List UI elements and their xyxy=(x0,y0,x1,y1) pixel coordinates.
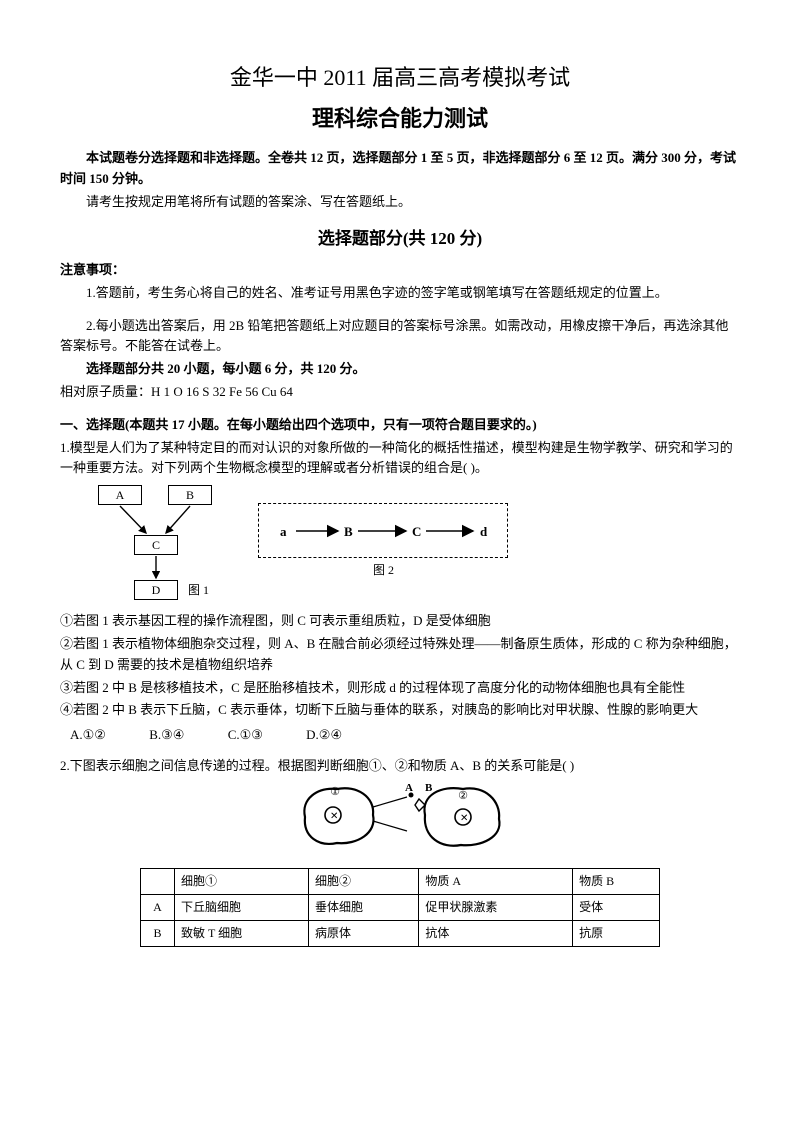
fig2-c: C xyxy=(412,522,421,543)
notes-title: 注意事项： xyxy=(60,260,740,281)
cell-lbl-2: ② xyxy=(458,790,468,802)
th-cell1: 细胞① xyxy=(175,868,309,894)
q1-opt-c: C.①③ xyxy=(228,725,263,746)
fig1-arrows xyxy=(90,485,240,605)
q2-table: 细胞① 细胞② 物质 A 物质 B A 下丘脑细胞 垂体细胞 促甲状腺激素 受体… xyxy=(140,868,660,948)
notes-n3: 选择题部分共 20 小题，每小题 6 分，共 120 分。 xyxy=(60,359,740,380)
table-row: A 下丘脑细胞 垂体细胞 促甲状腺激素 受体 xyxy=(141,894,660,920)
th-A: 物质 A xyxy=(419,868,573,894)
section1-heading: 一、选择题(本题共 17 小题。在每小题给出四个选项中，只有一项符合题目要求的。… xyxy=(60,415,740,436)
q1-s3: ③若图 2 中 B 是核移植技术，C 是胚胎移植技术，则形成 d 的过程体现了高… xyxy=(60,678,740,699)
th-cell2: 细胞② xyxy=(309,868,419,894)
q1-diagrams: A B C D 图 1 a B xyxy=(90,485,740,603)
fig2-b: B xyxy=(344,522,353,543)
main-title-line1: 金华一中 2011 届高三高考模拟考试 xyxy=(60,60,740,95)
intro-p2: 请考生按规定用笔将所有试题的答案涂、写在答题纸上。 xyxy=(60,192,740,213)
q1-opt-a: A.①② xyxy=(70,725,106,746)
q1-opt-d: D.②④ xyxy=(306,725,342,746)
table-row: 细胞① 细胞② 物质 A 物质 B xyxy=(141,868,660,894)
q1-s1: ①若图 1 表示基因工程的操作流程图，则 C 可表示重组质粒，D 是受体细胞 xyxy=(60,611,740,632)
intro-p1: 本试题卷分选择题和非选择题。全卷共 12 页，选择题部分 1 至 5 页，非选择… xyxy=(60,148,740,190)
q1-opt-b: B.③④ xyxy=(149,725,184,746)
atomic-mass: 相对原子质量：H 1 O 16 S 32 Fe 56 Cu 64 xyxy=(60,382,740,403)
notes-n1: 1.答题前，考生务心将自己的姓名、准考证号用黑色字迹的签字笔或钢笔填写在答题纸规… xyxy=(60,283,740,304)
q1-s2: ②若图 1 表示植物体细胞杂交过程，则 A、B 在融合前必须经过特殊处理——制备… xyxy=(60,634,740,676)
q2-stem: 2.下图表示细胞之间信息传递的过程。根据图判断细胞①、②和物质 A、B 的关系可… xyxy=(60,756,740,777)
fig2-label: 图 2 xyxy=(373,561,394,580)
q1-options: A.①② B.③④ C.①③ D.②④ xyxy=(70,725,740,746)
figure-2: a B C d 图 2 xyxy=(258,503,508,583)
q1-stem: 1.模型是人们为了某种特定目的而对认识的对象所做的一种简化的概括性描述，模型构建… xyxy=(60,438,740,480)
q1-s4: ④若图 2 中 B 表示下丘脑，C 表示垂体，切断下丘脑与垂体的联系，对胰岛的影… xyxy=(60,700,740,721)
q2-cell-diagram: ✕ ✕ ① A B ② xyxy=(60,781,740,860)
cell-lbl-1: ① xyxy=(330,786,340,798)
section-title: 选择题部分(共 120 分) xyxy=(60,225,740,252)
th-blank xyxy=(141,868,175,894)
fig1-label: 图 1 xyxy=(188,581,209,600)
notes-n2: 2.每小题选出答案后，用 2B 铅笔把答题纸上对应题目的答案标号涂黑。如需改动，… xyxy=(60,316,740,358)
figure-1: A B C D 图 1 xyxy=(90,485,240,603)
fig2-a: a xyxy=(280,522,287,543)
cell-lbl-A: A xyxy=(405,782,413,794)
main-title-line2: 理科综合能力测试 xyxy=(60,101,740,136)
table-row: B 致敏 T 细胞 病原体 抗体 抗原 xyxy=(141,920,660,946)
fig2-d: d xyxy=(480,522,487,543)
fig2-arrows xyxy=(258,503,508,558)
svg-text:✕: ✕ xyxy=(330,811,338,822)
svg-text:✕: ✕ xyxy=(460,813,468,824)
th-B: 物质 B xyxy=(573,868,660,894)
cell-lbl-B: B xyxy=(425,782,433,794)
